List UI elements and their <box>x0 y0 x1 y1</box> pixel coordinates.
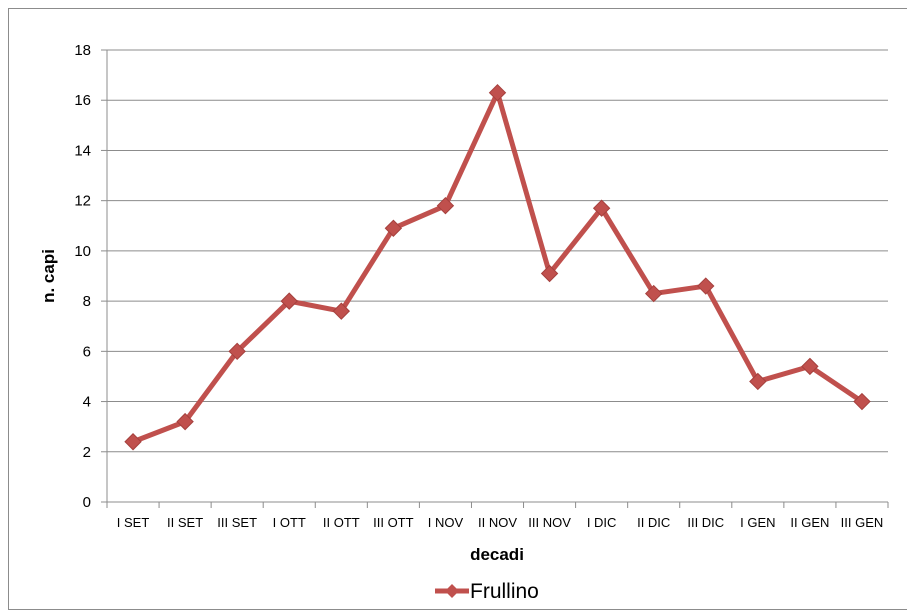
y-tick-label: 16 <box>74 92 91 109</box>
x-tick-label: III DIC <box>687 515 724 530</box>
y-tick-label: 18 <box>74 42 91 59</box>
y-tick-label: 12 <box>74 193 91 210</box>
y-tick-label: 2 <box>83 444 91 461</box>
x-tick-label: III OTT <box>373 515 414 530</box>
data-point-diamond <box>488 83 507 102</box>
x-tick-label: III SET <box>217 515 257 530</box>
data-point-diamond <box>801 357 819 376</box>
data-point-diamond <box>853 392 871 411</box>
x-axis-title: decadi <box>470 545 524 564</box>
x-tick-label: I DIC <box>587 515 617 530</box>
x-tick-label: II NOV <box>478 515 517 530</box>
x-tick-label: I OTT <box>273 515 306 530</box>
data-point-diamond <box>697 277 715 295</box>
data-point-diamond <box>592 199 611 217</box>
x-tick-label: III GEN <box>841 515 884 530</box>
x-tick-label: II SET <box>167 515 203 530</box>
data-point-diamond <box>384 219 403 237</box>
chart-frame <box>8 8 907 610</box>
y-axis-title: n. capi <box>39 249 58 303</box>
x-tick-label: I NOV <box>428 515 464 530</box>
x-tick-label: I SET <box>117 515 150 530</box>
x-tick-label: II OTT <box>323 515 360 530</box>
y-tick-label: 4 <box>83 394 91 411</box>
data-point-diamond <box>540 264 559 283</box>
axes <box>101 49 889 508</box>
data-point-diamond <box>332 302 351 320</box>
data-point-diamond <box>228 342 246 361</box>
legend-label-frullino: Frullino <box>470 580 539 602</box>
data-point-diamond <box>280 292 298 310</box>
x-tick-labels: I SET II SET III SET I OTT II OTT III OTT I NO… <box>117 515 884 530</box>
y-tick-label: 8 <box>83 293 91 310</box>
y-tick-label: 0 <box>83 494 91 511</box>
data-point-diamond <box>124 433 142 451</box>
data-point-diamond <box>749 372 767 391</box>
data-point-diamond <box>644 284 663 303</box>
legend-marker-icon <box>445 584 459 598</box>
x-tick-label: I GEN <box>740 515 775 530</box>
y-tick-label: 14 <box>74 142 91 159</box>
x-tick-label: II GEN <box>790 515 829 530</box>
y-tick-label: 10 <box>74 243 91 260</box>
x-tick-label: III NOV <box>528 515 571 530</box>
y-tick-label: 6 <box>83 343 91 360</box>
legend: Frullino <box>435 580 539 602</box>
series-frullino <box>124 83 871 451</box>
x-tick-label: II DIC <box>637 515 670 530</box>
data-point-diamond <box>436 196 455 215</box>
y-tick-labels: 0 2 4 6 8 10 12 14 16 18 <box>74 42 91 511</box>
series-line <box>130 90 865 445</box>
data-point-diamond <box>176 412 194 431</box>
gridlines <box>107 49 888 453</box>
